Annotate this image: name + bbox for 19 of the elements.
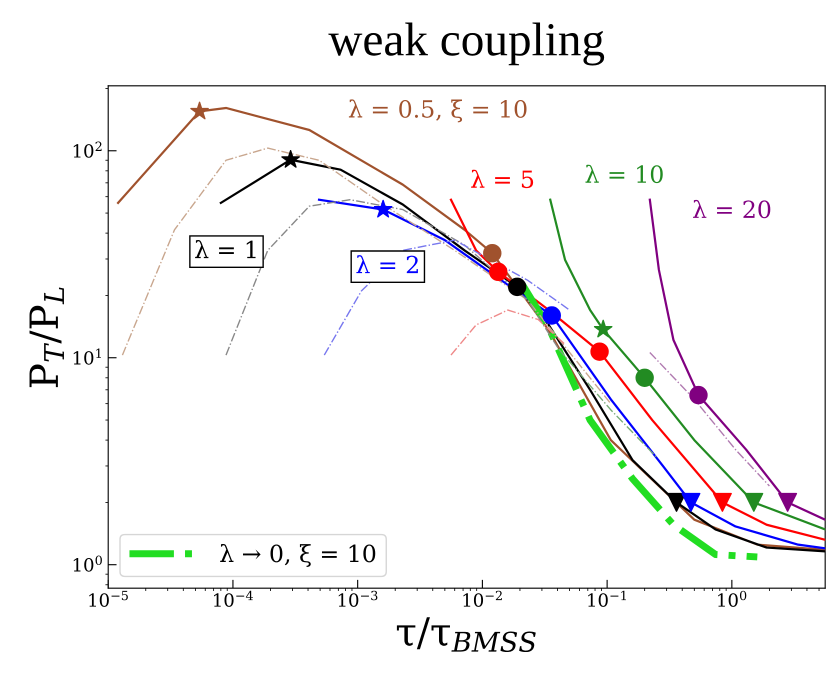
x-tick-label: 10$^{−1}$ — [588, 590, 626, 607]
chart-title: weak coupling — [328, 22, 604, 66]
x-axis-title: τ/τ$_{BMSS}$ — [396, 617, 536, 652]
x-tick-label: 10$^{−3}$ — [338, 590, 378, 607]
series-label: λ = 5 — [471, 170, 534, 188]
y-axis-title: P$_{T}$/P$_{L}$ — [30, 288, 64, 388]
legend-label: λ → 0, ξ = 10 — [220, 544, 376, 567]
x-tick-label: 10$^{−4}$ — [214, 590, 253, 607]
series-label: λ = 1 — [195, 240, 256, 258]
y-tick-label: 10$^{1}$ — [74, 348, 101, 365]
x-tick-label: 10$^{−5}$ — [89, 590, 128, 607]
series-label: λ = 0.5, ξ = 10 — [348, 99, 527, 122]
x-tick-label: 10$^{0}$ — [718, 590, 746, 607]
y-tick-label: 10$^{2}$ — [74, 142, 102, 158]
series-label: λ = 2 — [356, 255, 418, 274]
y-tick-label: 10$^{0}$ — [74, 555, 102, 572]
x-tick-label: 10$^{−2}$ — [463, 590, 502, 607]
series-label: λ = 20 — [693, 200, 770, 218]
series-label: λ = 10 — [585, 164, 663, 184]
